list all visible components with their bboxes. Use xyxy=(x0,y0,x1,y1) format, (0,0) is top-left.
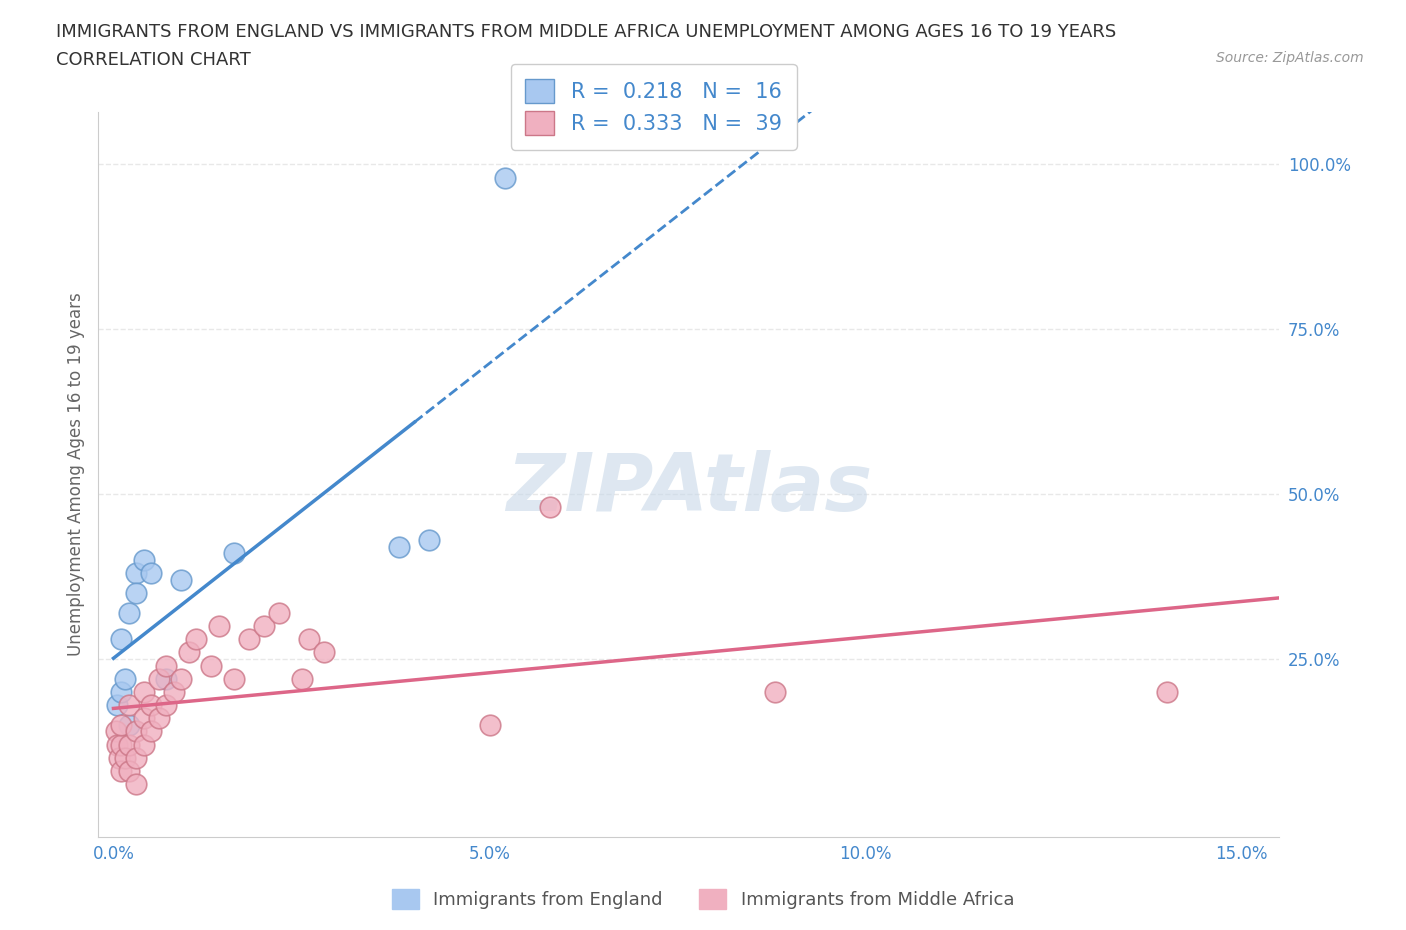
Point xyxy=(132,552,155,567)
Point xyxy=(155,671,177,686)
Point xyxy=(765,684,787,699)
Y-axis label: Unemployment Among Ages 16 to 19 years: Unemployment Among Ages 16 to 19 years xyxy=(66,292,84,657)
Point xyxy=(298,631,321,646)
Point xyxy=(253,618,276,633)
Point xyxy=(418,533,440,548)
Point xyxy=(314,644,336,659)
Point xyxy=(238,631,260,646)
Point xyxy=(110,764,132,778)
Point xyxy=(478,717,501,732)
Point xyxy=(267,605,290,620)
Legend: Immigrants from England, Immigrants from Middle Africa: Immigrants from England, Immigrants from… xyxy=(385,882,1021,916)
Point xyxy=(222,546,245,561)
Point xyxy=(104,724,127,739)
Point xyxy=(170,671,193,686)
Point xyxy=(125,751,148,765)
Point xyxy=(125,586,148,601)
Point xyxy=(177,644,200,659)
Point xyxy=(148,671,170,686)
Point xyxy=(186,631,208,646)
Point xyxy=(125,565,148,580)
Point xyxy=(110,737,132,752)
Text: IMMIGRANTS FROM ENGLAND VS IMMIGRANTS FROM MIDDLE AFRICA UNEMPLOYMENT AMONG AGES: IMMIGRANTS FROM ENGLAND VS IMMIGRANTS FR… xyxy=(56,23,1116,41)
Point xyxy=(117,764,139,778)
Text: CORRELATION CHART: CORRELATION CHART xyxy=(56,51,252,69)
Point xyxy=(163,684,186,699)
Point xyxy=(117,698,139,712)
Point xyxy=(139,724,162,739)
Legend: R =  0.218   N =  16, R =  0.333   N =  39: R = 0.218 N = 16, R = 0.333 N = 39 xyxy=(510,64,797,150)
Point xyxy=(208,618,231,633)
Point xyxy=(148,711,170,725)
Point xyxy=(110,631,132,646)
Text: ZIPAtlas: ZIPAtlas xyxy=(506,450,872,528)
Point xyxy=(108,751,131,765)
Point xyxy=(132,737,155,752)
Point xyxy=(494,170,516,185)
Point xyxy=(290,671,312,686)
Point xyxy=(388,539,411,554)
Point xyxy=(117,717,139,732)
Point xyxy=(155,698,177,712)
Point xyxy=(105,737,128,752)
Point xyxy=(125,724,148,739)
Point xyxy=(105,698,128,712)
Point xyxy=(155,658,177,673)
Point xyxy=(222,671,245,686)
Point xyxy=(110,684,132,699)
Point xyxy=(110,717,132,732)
Point xyxy=(132,711,155,725)
Point xyxy=(538,499,561,514)
Point xyxy=(139,698,162,712)
Point xyxy=(200,658,222,673)
Point xyxy=(132,684,155,699)
Point xyxy=(114,751,136,765)
Point xyxy=(139,565,162,580)
Point xyxy=(170,572,193,587)
Point xyxy=(1156,684,1178,699)
Point xyxy=(117,605,139,620)
Text: Source: ZipAtlas.com: Source: ZipAtlas.com xyxy=(1216,51,1364,65)
Point xyxy=(125,777,148,791)
Point xyxy=(114,671,136,686)
Point xyxy=(117,737,139,752)
